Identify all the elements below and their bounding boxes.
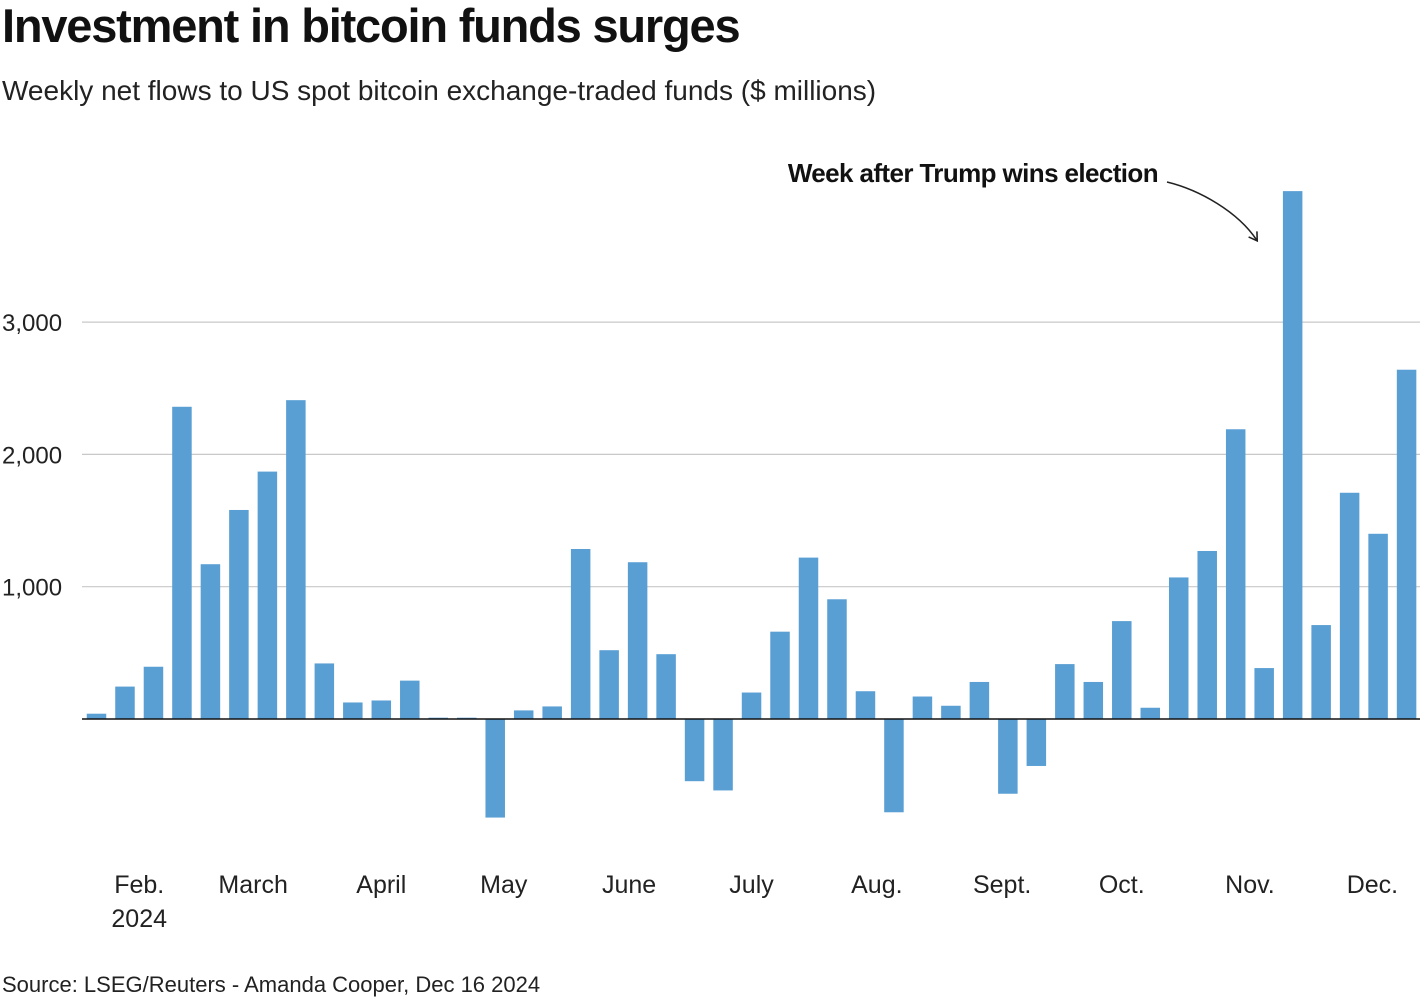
chart-title: Investment in bitcoin funds surges (2, 0, 741, 52)
y-axis-ticks: 1,000 2,000 3,000 (2, 310, 62, 602)
x-tick-label: July (729, 871, 774, 899)
bar (229, 509, 249, 719)
bar (884, 719, 904, 813)
x-tick-label: April (356, 871, 406, 899)
bar (343, 702, 363, 719)
bar (684, 719, 705, 782)
bar (912, 696, 933, 719)
bar (770, 631, 790, 719)
bar (513, 710, 534, 719)
bar (200, 564, 221, 719)
annotation-label: Week after Trump wins election (788, 158, 1158, 188)
bar (286, 400, 306, 719)
bar-chart: 1,000 2,000 3,000 Feb. 2024 March April May Jun… (2, 158, 1420, 933)
x-tick-label: Nov. (1225, 871, 1275, 899)
bar (827, 599, 847, 719)
bar (542, 706, 562, 719)
bar (172, 406, 192, 719)
x-axis-ticks: Feb. 2024 March April May June July Aug. Sept. Oc… (111, 871, 1398, 933)
bar (713, 719, 733, 791)
bar (485, 719, 505, 818)
bar (798, 557, 819, 719)
x-tick-label: Dec. (1347, 871, 1398, 899)
annotation-arrow (1166, 181, 1259, 243)
bar (1225, 429, 1246, 719)
bar (599, 650, 619, 719)
y-tick-label: 1,000 (2, 575, 62, 602)
gridlines (82, 321, 1420, 588)
bar (400, 680, 420, 719)
bar (115, 686, 135, 719)
bar (1026, 719, 1047, 766)
bar (1311, 625, 1331, 719)
annotation: Week after Trump wins election (788, 158, 1259, 243)
bar (1168, 577, 1189, 719)
bar (314, 663, 335, 719)
x-tick-label: Aug. (851, 871, 902, 899)
x-tick-label: June (602, 871, 656, 899)
bar (86, 713, 107, 719)
x-tick-label: Sept. (973, 871, 1031, 899)
bar (1396, 369, 1417, 719)
bar (1197, 550, 1217, 719)
bar (371, 700, 392, 719)
y-tick-label: 2,000 (2, 442, 62, 469)
bar (1112, 621, 1132, 719)
bar (941, 705, 961, 719)
bar (1282, 191, 1303, 720)
bar (1140, 707, 1161, 719)
source-note: Source: LSEG/Reuters - Amanda Cooper, De… (2, 972, 541, 997)
x-tick-label: May (480, 871, 528, 899)
bar (1254, 668, 1274, 719)
bar (741, 692, 762, 719)
x-tick-label: Oct. (1099, 871, 1145, 899)
bar (1368, 533, 1388, 719)
bar (998, 719, 1018, 794)
bar (627, 562, 648, 719)
bar (1083, 681, 1104, 719)
bar (570, 548, 591, 719)
x-tick-label: Feb. (114, 871, 164, 899)
x-tick-label: March (218, 871, 287, 899)
bar (257, 471, 278, 719)
bar (969, 681, 990, 719)
x-tick-year-label: 2024 (111, 905, 167, 933)
bar (1339, 492, 1360, 719)
y-tick-label: 3,000 (2, 310, 62, 337)
bar (855, 691, 876, 719)
chart-subtitle: Weekly net flows to US spot bitcoin exch… (2, 75, 877, 106)
bar (656, 654, 676, 719)
bar (143, 666, 164, 719)
bar (1055, 664, 1075, 719)
bars (86, 191, 1417, 818)
